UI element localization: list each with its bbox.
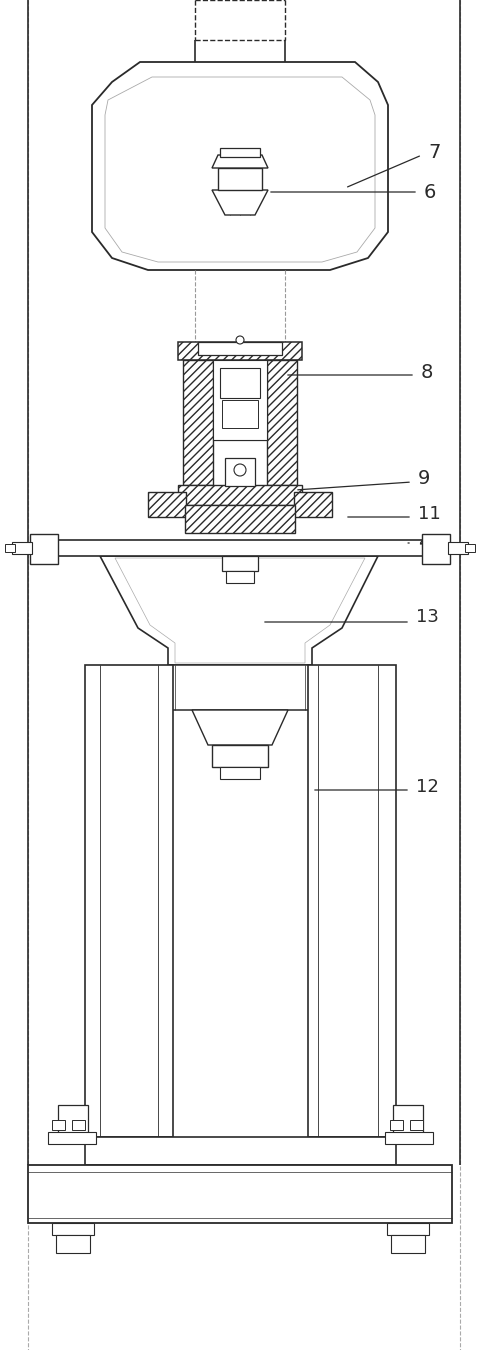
Polygon shape	[115, 558, 365, 663]
Polygon shape	[212, 155, 268, 167]
Bar	[198, 342, 282, 355]
Polygon shape	[212, 190, 268, 215]
Bar	[213, 360, 267, 440]
Bar	[168, 666, 312, 710]
Bar	[220, 767, 260, 779]
Text: 7: 7	[428, 143, 441, 162]
Bar	[30, 535, 58, 564]
Bar	[218, 167, 262, 190]
Circle shape	[236, 336, 244, 344]
Text: 11: 11	[418, 505, 441, 522]
Text: 12: 12	[416, 778, 439, 796]
Bar	[178, 342, 302, 360]
Bar	[85, 1137, 396, 1165]
Polygon shape	[100, 556, 378, 666]
Bar	[56, 1235, 90, 1253]
Bar	[448, 541, 468, 554]
Bar	[422, 535, 450, 564]
Bar	[55, 540, 425, 556]
Bar	[178, 485, 302, 505]
Polygon shape	[92, 62, 388, 270]
Text: 13: 13	[416, 608, 439, 626]
Bar	[387, 1223, 429, 1235]
Text: 8: 8	[421, 363, 433, 382]
Bar	[85, 666, 173, 1137]
Bar	[220, 148, 260, 157]
Bar	[308, 666, 396, 1137]
Bar	[52, 1120, 65, 1130]
Bar	[465, 544, 475, 552]
Bar	[212, 745, 268, 767]
Bar	[393, 1106, 423, 1139]
Circle shape	[234, 464, 246, 477]
Bar	[58, 1106, 88, 1139]
Bar	[185, 505, 295, 533]
Bar	[5, 544, 15, 552]
Bar	[267, 360, 297, 485]
Bar	[48, 1133, 96, 1143]
Bar	[28, 1165, 452, 1223]
Bar	[12, 541, 32, 554]
Bar	[385, 1133, 433, 1143]
Bar	[220, 369, 260, 398]
Bar	[294, 491, 332, 517]
Bar	[391, 1235, 425, 1253]
Bar	[222, 556, 258, 571]
Bar	[410, 1120, 423, 1130]
Bar	[72, 1120, 85, 1130]
Bar	[183, 360, 213, 485]
Bar	[390, 1120, 403, 1130]
Text: 6: 6	[424, 182, 436, 201]
Bar	[225, 458, 255, 486]
Polygon shape	[192, 710, 288, 745]
Text: 9: 9	[418, 470, 430, 489]
Bar	[222, 400, 258, 428]
Text: 4: 4	[418, 533, 430, 552]
Bar	[52, 1223, 94, 1235]
Bar	[226, 571, 254, 583]
Bar	[148, 491, 186, 517]
